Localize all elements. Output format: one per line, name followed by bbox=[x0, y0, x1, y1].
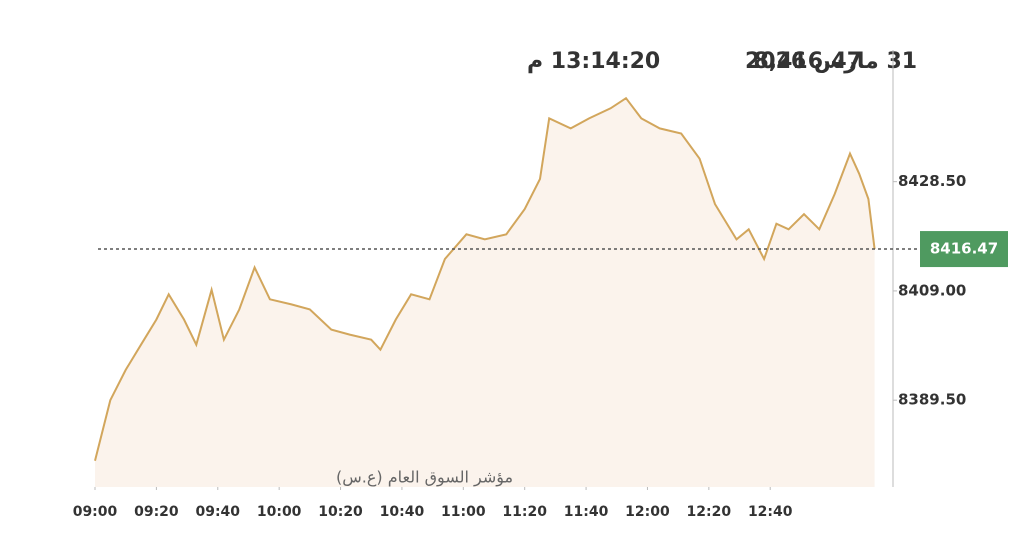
x-tick-label: 09:40 bbox=[195, 504, 240, 520]
last-value-badge bbox=[920, 231, 1008, 268]
x-tick-label: 10:00 bbox=[257, 504, 302, 520]
y-tick-label: 8409.00 bbox=[898, 281, 966, 299]
header-time: 13:14:20 م bbox=[527, 49, 660, 74]
area bbox=[95, 98, 875, 487]
x-tick-label: 09:00 bbox=[73, 504, 118, 520]
x-tick-label: 10:20 bbox=[318, 504, 363, 520]
header-value: 8,416.47 bbox=[753, 49, 862, 74]
price-line bbox=[94, 96, 876, 461]
x-tick-label: 10:40 bbox=[380, 504, 425, 520]
x-tick-label: 11:00 bbox=[441, 504, 486, 520]
y-tick-label: 8389.50 bbox=[898, 391, 966, 409]
x-tick-label: 12:20 bbox=[687, 504, 732, 520]
x-tick-label: 09:20 bbox=[134, 504, 179, 520]
last-value-label: 8416.47 bbox=[930, 240, 998, 258]
header-date: 31 مارس 2026 bbox=[745, 49, 917, 74]
x-tick-label: 12:40 bbox=[748, 504, 793, 520]
x-tick-label: 11:40 bbox=[564, 504, 609, 520]
x-tick-label: 12:00 bbox=[625, 504, 670, 520]
subtitle: مؤشر السوق العام (ع.س) bbox=[336, 468, 513, 488]
x-tick-label: 11:20 bbox=[502, 504, 547, 520]
y-tick-label: 8428.50 bbox=[898, 172, 966, 190]
